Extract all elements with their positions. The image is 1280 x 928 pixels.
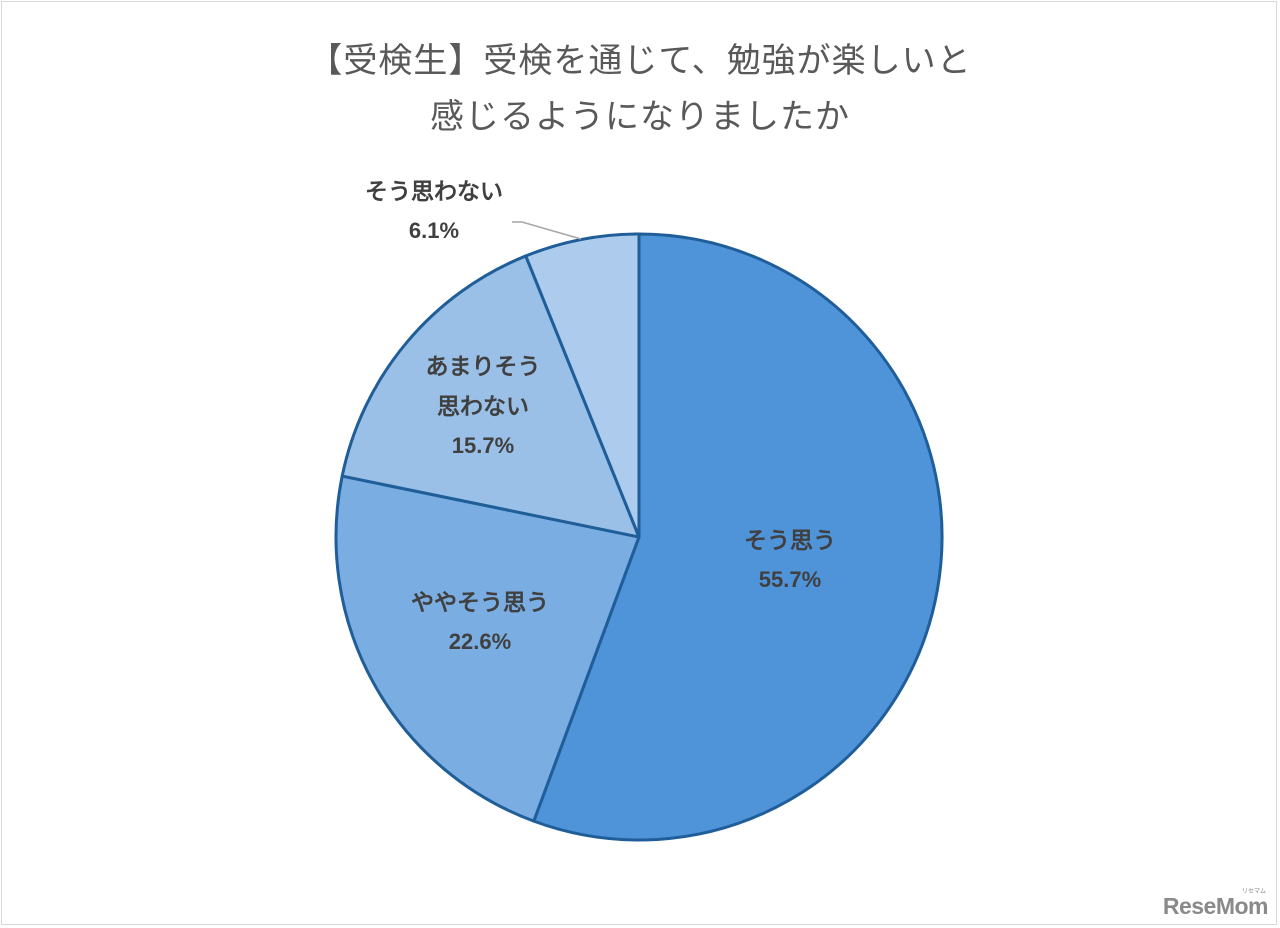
label-sou-omou: そう思う 55.7% bbox=[744, 530, 836, 591]
chart-title-line-2: 感じるようになりましたか bbox=[430, 97, 850, 137]
label-yaya-sou-omou: ややそう思う 22.6% bbox=[411, 592, 549, 653]
label-sou-omou-pct: 55.7% bbox=[758, 567, 822, 592]
label-amari-line2: 思わない bbox=[437, 394, 529, 420]
label-yaya-sou-omou-name: ややそう思う bbox=[411, 590, 549, 616]
pie-slice-amari-sou-omowanai bbox=[340, 254, 641, 539]
resemom-logo: ReseMom リセマム bbox=[1162, 889, 1269, 920]
label-sou-omou-name: そう思う bbox=[744, 528, 836, 554]
label-sou-omowanai-pct: 6.1% bbox=[408, 218, 460, 243]
label-amari-sou-omowanai: あまりそう 思わない 15.7% bbox=[426, 356, 541, 457]
label-sou-omowanai-name: そう思わない bbox=[365, 179, 503, 205]
label-amari-line1: あまりそう bbox=[425, 354, 541, 380]
pie-slice-sou-omou bbox=[532, 232, 944, 842]
pie-slice-sou-omowanai bbox=[524, 232, 641, 539]
label-sou-omowanai: そう思わない 6.1% bbox=[365, 181, 503, 242]
label-yaya-sou-omou-pct: 22.6% bbox=[448, 629, 512, 654]
label-amari-pct: 15.7% bbox=[451, 433, 515, 458]
logo-kana: リセマム bbox=[1241, 889, 1266, 895]
logo-text: ReseMom bbox=[1162, 893, 1269, 919]
chart-title-line-1: 【受検生】受検を通じて、勉強が楽しいと bbox=[308, 41, 972, 81]
leader-line bbox=[512, 221, 582, 240]
pie-slice-yaya-sou-omou bbox=[334, 474, 641, 823]
